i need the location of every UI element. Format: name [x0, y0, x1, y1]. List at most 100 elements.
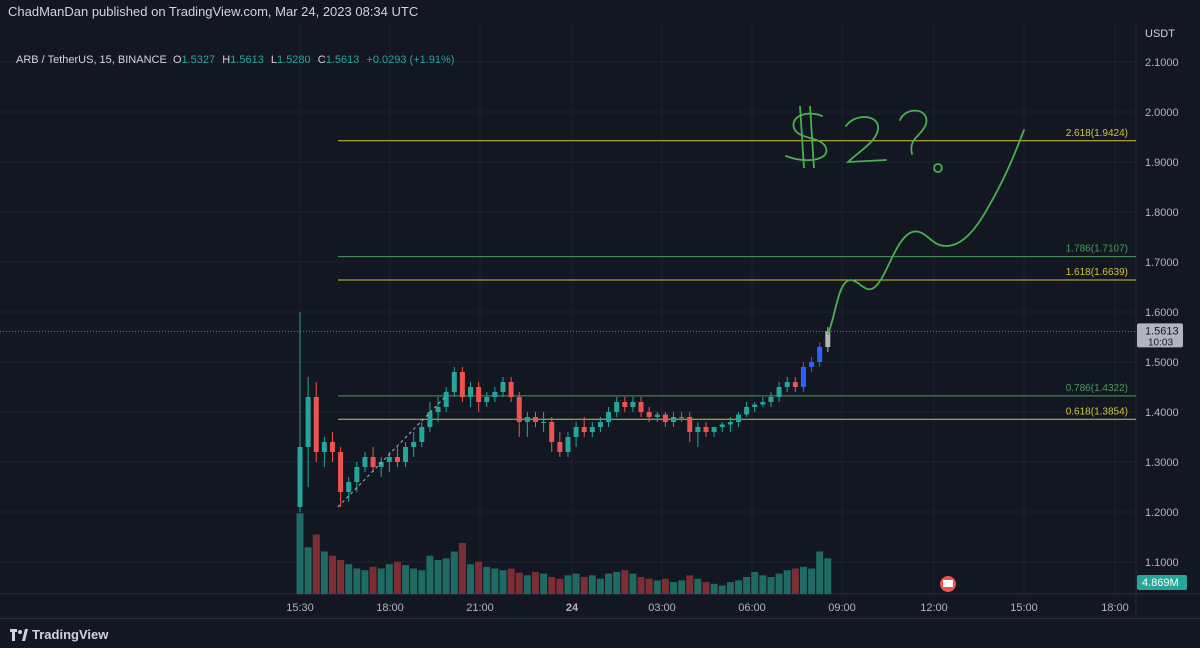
symbol-legend: ARB / TetherUS, 15, BINANCE O1.5327 H1.5…	[16, 54, 458, 66]
candle-body	[468, 387, 474, 397]
volume-bars	[296, 513, 832, 594]
volume-bar	[410, 568, 418, 594]
candle-body	[411, 442, 417, 447]
candle-body	[768, 397, 774, 402]
candle-body	[435, 407, 441, 412]
candle-body	[760, 402, 766, 405]
volume-bar	[556, 578, 564, 594]
volume-bar	[296, 513, 304, 594]
candle-body	[354, 467, 360, 482]
publisher-text: ChadManDan published on TradingView.com,…	[8, 4, 419, 19]
volume-bar	[467, 564, 475, 594]
candle-body	[329, 442, 335, 452]
price-tick-label: 2.1000	[1145, 57, 1179, 69]
countdown-label: 10:03	[1148, 337, 1173, 348]
volume-bar	[694, 578, 702, 594]
price-tick-label: 1.7000	[1145, 257, 1179, 269]
volume-bar	[499, 570, 507, 594]
volume-bar	[613, 571, 621, 594]
volume-bar	[328, 555, 336, 594]
candle-body	[809, 362, 815, 367]
volume-bar	[588, 575, 596, 594]
volume-bar	[645, 578, 653, 594]
price-tick-label: 1.6000	[1145, 307, 1179, 319]
candle-body	[735, 414, 741, 422]
volume-bar	[751, 571, 759, 594]
volume-bar	[710, 583, 718, 594]
volume-bar	[483, 566, 491, 594]
fib-levels: 2.618(1.9424) 1.786(1.7107) 1.618(1.6639) 0…	[0, 128, 1136, 420]
candle-body	[541, 422, 547, 423]
candle-body	[386, 457, 392, 462]
flag-icon-inner	[943, 580, 953, 587]
price-tick-label: 2.0000	[1145, 107, 1179, 119]
fib-label: 2.618(1.9424)	[1066, 128, 1128, 139]
candle-body	[549, 422, 555, 442]
candle-body	[305, 397, 311, 447]
volume-bar	[580, 577, 588, 594]
volume-bar	[304, 547, 312, 594]
volume-bar	[393, 561, 401, 594]
candle-body	[744, 407, 750, 415]
volume-bar	[702, 582, 710, 594]
candle-body	[321, 442, 327, 452]
volume-bar	[791, 568, 799, 594]
projection-line	[827, 129, 1025, 335]
fib-label: 1.618(1.6639)	[1066, 267, 1128, 278]
volume-bar	[320, 551, 328, 594]
time-tick-label: 06:00	[738, 602, 766, 614]
candle-body	[419, 427, 425, 442]
price-tick-label: 1.2000	[1145, 507, 1179, 519]
tradingview-logo-icon	[10, 628, 28, 641]
candle-body	[622, 402, 628, 407]
high-value: 1.5613	[230, 54, 264, 66]
price-chart[interactable]: 2.618(1.9424) 1.786(1.7107) 1.618(1.6639) 0…	[0, 24, 1200, 618]
annotation-text: $2?	[0, 24, 2, 25]
candle-body	[776, 387, 782, 397]
chart-area[interactable]: 2.618(1.9424) 1.786(1.7107) 1.618(1.6639) 0…	[0, 24, 1200, 618]
volume-bar	[450, 551, 458, 594]
price-tick-label: 1.9000	[1145, 157, 1179, 169]
dollar-sign-s	[785, 112, 828, 162]
volume-bar	[824, 558, 832, 594]
volume-bar	[515, 572, 523, 594]
volume-bar	[605, 573, 613, 594]
volume-badge	[1137, 575, 1187, 590]
candle-body	[784, 382, 790, 387]
volume-bar	[540, 573, 548, 594]
candle-body	[614, 402, 620, 412]
candle-body	[825, 331, 831, 347]
volume-bar	[426, 555, 434, 594]
candle-body	[817, 347, 823, 362]
candle-body	[427, 412, 433, 427]
volume-bar	[670, 582, 678, 594]
candles	[297, 312, 831, 512]
question-mark	[899, 109, 928, 155]
time-tick-label: 09:00	[828, 602, 856, 614]
close-label: C	[317, 54, 326, 66]
last-price-badge	[1137, 323, 1183, 348]
volume-bar	[434, 560, 442, 594]
time-tick-label: 15:00	[1010, 602, 1038, 614]
volume-bar	[402, 565, 410, 594]
volume-bar	[816, 551, 824, 594]
volume-bar	[377, 568, 385, 594]
volume-bar	[442, 558, 450, 594]
volume-bar	[458, 543, 466, 594]
candle-body	[606, 412, 612, 422]
time-tick-label: 15:30	[286, 602, 314, 614]
price-tick-label: 1.3000	[1145, 457, 1179, 469]
publisher-header: ChadManDan published on TradingView.com,…	[0, 0, 1200, 24]
volume-bar	[726, 582, 734, 594]
candle-body	[338, 452, 344, 492]
candle-body	[800, 367, 806, 387]
volume-bar	[523, 575, 531, 594]
volume-bar	[686, 575, 694, 594]
open-value: 1.5327	[181, 54, 216, 66]
tradingview-logo[interactable]: TradingView	[10, 627, 108, 642]
candle-body	[589, 427, 595, 432]
volume-bar	[621, 570, 629, 594]
candle-body	[662, 414, 668, 422]
volume-bar	[385, 564, 393, 594]
time-tick-label: 18:00	[376, 602, 404, 614]
